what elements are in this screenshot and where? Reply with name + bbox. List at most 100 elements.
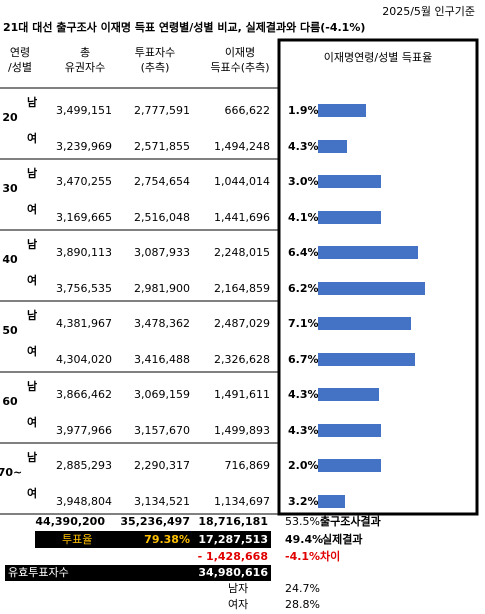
cell: 3,756,535 xyxy=(56,282,112,295)
bar xyxy=(318,317,411,330)
cell: 3,239,969 xyxy=(56,140,112,153)
cell: /성별 xyxy=(8,61,32,74)
cell: 총 xyxy=(80,46,90,59)
cell: 남 xyxy=(27,96,37,109)
cell: 79.38% xyxy=(144,533,190,546)
cell: 3,866,462 xyxy=(56,388,112,401)
cell: 2,326,628 xyxy=(214,353,270,366)
cell: 이재명 xyxy=(225,46,255,59)
actual-bg xyxy=(35,531,271,548)
cell: 3.0% xyxy=(288,175,319,188)
bar xyxy=(318,246,418,259)
cell: 실제결과 xyxy=(322,532,362,546)
cell: 4.3% xyxy=(288,388,319,401)
cell: 여 xyxy=(27,202,37,216)
bar xyxy=(318,388,379,401)
cell: 여 xyxy=(27,486,37,500)
cell: 4.1% xyxy=(288,211,319,224)
cell: 40 xyxy=(2,253,18,266)
cell: 3,890,113 xyxy=(56,246,112,259)
cell: 28.8% xyxy=(285,598,320,611)
cell: 투표율 xyxy=(62,533,92,546)
bar xyxy=(318,104,366,117)
cell: 남 xyxy=(27,451,37,464)
bar xyxy=(318,175,381,188)
cell: 1,044,014 xyxy=(214,175,270,188)
cell: 2,885,293 xyxy=(56,459,112,472)
cell: - 1,428,668 xyxy=(198,550,268,563)
cell: 3,416,488 xyxy=(134,353,190,366)
cell: 여자 xyxy=(228,598,248,611)
cell: 남 xyxy=(27,309,37,322)
cell: 3,087,933 xyxy=(134,246,190,259)
cell: 이재명연령/성별 득표율 xyxy=(324,51,432,64)
cell: 2,290,317 xyxy=(134,459,190,472)
cell: 2,754,654 xyxy=(134,175,190,188)
cell: 차이 xyxy=(320,549,340,563)
bar xyxy=(318,353,415,366)
cell: 2.0% xyxy=(288,459,319,472)
cell: 출구조사결과 xyxy=(320,514,381,528)
cell: 35,236,497 xyxy=(120,515,190,528)
cell: 6.4% xyxy=(288,246,319,259)
cell: 유권자수 xyxy=(65,61,105,74)
cell: 49.4% xyxy=(285,533,323,546)
cell: 6.2% xyxy=(288,282,319,295)
cell: 2,164,859 xyxy=(214,282,270,295)
cell: (추측) xyxy=(141,61,170,74)
cell: 716,869 xyxy=(225,459,271,472)
cell: 4.3% xyxy=(288,424,319,437)
cell: 3,478,362 xyxy=(134,317,190,330)
cell: 3,169,665 xyxy=(56,211,112,224)
cell: 34,980,616 xyxy=(198,566,268,579)
cell: 3,470,255 xyxy=(56,175,112,188)
cell: 18,716,181 xyxy=(198,515,268,528)
cell: 3,948,804 xyxy=(56,495,112,508)
cell: 24.7% xyxy=(285,582,320,595)
bar xyxy=(318,424,381,437)
cell: 3,977,966 xyxy=(56,424,112,437)
cell: 2,571,855 xyxy=(134,140,190,153)
cell: 여 xyxy=(27,273,37,287)
result-box xyxy=(277,38,479,516)
bar xyxy=(318,140,347,153)
cell: -4.1% xyxy=(285,550,320,563)
valid-bg xyxy=(5,565,271,581)
cell: 1.9% xyxy=(288,104,319,117)
cell: 남 xyxy=(27,380,37,393)
cell: 투표자수 xyxy=(135,46,175,59)
cell: 2,516,048 xyxy=(134,211,190,224)
cell: 2,487,029 xyxy=(214,317,270,330)
note: 2025/5월 인구기준 xyxy=(382,5,475,18)
cell: 유효투표자수 xyxy=(8,566,69,579)
cell: 70~ xyxy=(0,466,22,479)
cell: 1,134,697 xyxy=(214,495,270,508)
cell: 여 xyxy=(27,415,37,429)
cell: 4,304,020 xyxy=(56,353,112,366)
cell: 남 xyxy=(27,167,37,180)
cell: 1,441,696 xyxy=(214,211,270,224)
cell: 2,248,015 xyxy=(214,246,270,259)
cell: 6.7% xyxy=(288,353,319,366)
cell: 30 xyxy=(2,182,18,195)
cell: 2,777,591 xyxy=(134,104,190,117)
cell: 3,069,159 xyxy=(134,388,190,401)
cell: 3,157,670 xyxy=(134,424,190,437)
cell: 44,390,200 xyxy=(35,515,105,528)
cell: 2,981,900 xyxy=(134,282,190,295)
title: 21대 대선 출구조사 이재명 득표 연령별/성별 비교, 실제결과와 다름(-… xyxy=(3,20,365,34)
cell: 50 xyxy=(2,324,18,337)
cell: 4.3% xyxy=(288,140,319,153)
cell: 53.5% xyxy=(285,515,320,528)
cell: 득표수(추측) xyxy=(210,61,269,74)
cell: 3.2% xyxy=(288,495,319,508)
cell: 666,622 xyxy=(225,104,271,117)
cell: 1,499,893 xyxy=(214,424,270,437)
cell: 7.1% xyxy=(288,317,319,330)
bar xyxy=(318,459,381,472)
cell: 3,499,151 xyxy=(56,104,112,117)
bar xyxy=(318,211,381,224)
cell: 17,287,513 xyxy=(198,533,268,546)
cell: 1,494,248 xyxy=(214,140,270,153)
